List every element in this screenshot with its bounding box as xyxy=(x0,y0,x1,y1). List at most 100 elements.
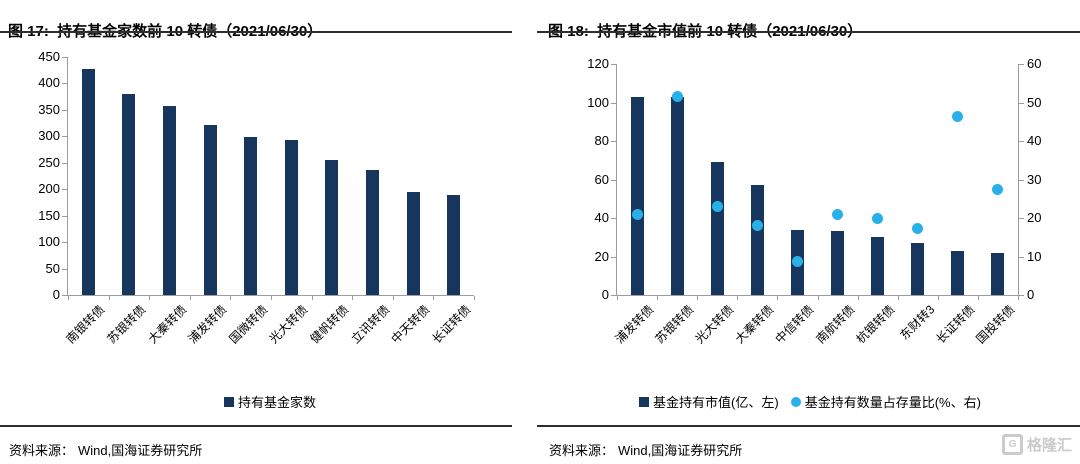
x-axis-label: 苏银转债 xyxy=(104,302,149,347)
y-axis-tick xyxy=(62,136,67,137)
figure-17-source-note: 资料来源： Wind,国海证券研究所 xyxy=(9,440,202,459)
secondary-y-axis-tick-label: 30 xyxy=(1027,172,1042,187)
x-axis-tick xyxy=(1018,296,1019,300)
y-axis-line xyxy=(616,64,617,296)
figure-17-title-rule xyxy=(0,31,512,33)
bar xyxy=(711,162,724,295)
gelonghui-watermark: G 格隆汇 xyxy=(1001,434,1072,455)
secondary-y-axis-tick xyxy=(1019,103,1024,104)
bar xyxy=(407,192,420,295)
x-axis-tick xyxy=(230,296,231,300)
x-axis-label: 南银转债 xyxy=(63,302,108,347)
x-axis-label: 健帆转债 xyxy=(307,302,352,347)
x-axis-tick xyxy=(271,296,272,300)
x-axis-tick xyxy=(109,296,110,300)
secondary-y-axis-tick xyxy=(1019,180,1024,181)
x-axis-label: 中信转债 xyxy=(772,302,817,347)
y-axis-tick-label: 400 xyxy=(38,75,60,90)
bar xyxy=(285,140,298,295)
figure-18-source-rule xyxy=(537,425,1080,427)
y-axis-tick-label: 300 xyxy=(38,128,60,143)
secondary-y-axis-tick-label: 40 xyxy=(1027,133,1042,148)
y-axis-tick-label: 0 xyxy=(601,287,609,302)
x-axis-label: 浦发转债 xyxy=(185,302,230,347)
scatter-dot xyxy=(632,209,643,220)
y-axis-tick xyxy=(62,83,67,84)
bar xyxy=(831,231,844,295)
figure-18-legend: 基金持有市值(亿、左) 基金持有数量占存量比(%、右) xyxy=(540,392,1080,411)
y-axis-tick-label: 80 xyxy=(594,133,609,148)
secondary-y-axis-tick xyxy=(1019,218,1024,219)
x-axis-label: 国微转债 xyxy=(226,302,271,347)
bar xyxy=(751,185,764,295)
scatter-dot xyxy=(912,223,923,234)
y-axis-tick xyxy=(62,216,67,217)
secondary-y-axis-tick-label: 60 xyxy=(1027,56,1042,71)
x-axis-tick xyxy=(190,296,191,300)
secondary-y-axis-tick xyxy=(1019,141,1024,142)
bar xyxy=(991,253,1004,295)
bar xyxy=(325,160,338,295)
y-axis-tick xyxy=(62,163,67,164)
x-axis-tick xyxy=(393,296,394,300)
x-axis-label: 大秦转债 xyxy=(732,302,777,347)
x-axis-line xyxy=(616,295,1019,296)
secondary-y-axis-tick xyxy=(1019,64,1024,65)
bar xyxy=(244,137,257,295)
legend-item-market-value: 基金持有市值(亿、左) xyxy=(639,392,779,411)
y-axis-tick xyxy=(62,189,67,190)
legend-label: 基金持有数量占存量比(%、右) xyxy=(804,395,981,410)
x-axis-tick xyxy=(149,296,150,300)
x-axis-tick xyxy=(68,296,69,300)
x-axis-tick xyxy=(697,296,698,300)
bar xyxy=(911,243,924,295)
bar-series-marker-icon xyxy=(223,396,234,407)
figure-17-panel: 图 17: 持有基金家数前 10 转债（2021/06/30） 0 50 100 15… xyxy=(0,23,512,459)
source-value: Wind,国海证券研究所 xyxy=(78,443,203,458)
secondary-y-axis-tick-label: 0 xyxy=(1027,287,1035,302)
y-axis-tick-label: 0 xyxy=(52,287,60,302)
y-axis-tick xyxy=(611,257,616,258)
bar-series-marker-icon xyxy=(639,396,650,407)
x-axis-tick xyxy=(474,296,475,300)
bar xyxy=(951,251,964,295)
figure-17-source-rule xyxy=(0,425,512,427)
x-axis-tick xyxy=(938,296,939,300)
x-axis-label: 光大转债 xyxy=(692,302,737,347)
secondary-y-axis-line xyxy=(1018,64,1019,296)
bar xyxy=(671,97,684,295)
secondary-y-axis-tick-label: 50 xyxy=(1027,95,1042,110)
x-axis-tick xyxy=(657,296,658,300)
x-axis-tick xyxy=(978,296,979,300)
figure-18-title-rule xyxy=(537,31,1080,33)
scatter-dot xyxy=(712,201,723,212)
y-axis-tick-label: 20 xyxy=(594,249,609,264)
bar xyxy=(82,69,95,295)
bar xyxy=(631,97,644,295)
secondary-y-axis-tick xyxy=(1019,257,1024,258)
bar xyxy=(366,170,379,295)
x-axis-label: 长证转债 xyxy=(933,302,978,347)
x-axis-label: 浦发转债 xyxy=(612,302,657,347)
figure-18-panel: 图 18: 持有基金市值前 10 转债（2021/06/30） 0 20 40 60 8… xyxy=(537,0,1080,464)
x-axis-tick xyxy=(352,296,353,300)
x-axis-label: 光大转债 xyxy=(266,302,311,347)
x-axis-tick xyxy=(818,296,819,300)
source-value: Wind,国海证券研究所 xyxy=(618,443,743,458)
bar xyxy=(447,195,460,295)
figure-18-source-note: 资料来源： Wind,国海证券研究所 xyxy=(549,440,742,459)
secondary-y-axis-tick-label: 10 xyxy=(1027,249,1042,264)
y-axis-tick xyxy=(62,110,67,111)
y-axis-tick xyxy=(611,295,616,296)
x-axis-label: 苏银转债 xyxy=(652,302,697,347)
x-axis-tick xyxy=(312,296,313,300)
scatter-dot xyxy=(832,209,843,220)
gelonghui-logo-text: 格隆汇 xyxy=(1026,437,1072,454)
legend-label: 持有基金家数 xyxy=(237,395,316,410)
x-axis-line xyxy=(67,295,474,296)
y-axis-tick-label: 40 xyxy=(594,210,609,225)
y-axis-tick-label: 350 xyxy=(38,102,60,117)
figure-17-chart: 0 50 100 150 200 250 300 350 400 450 南银转债 苏银转债 大秦转债浦… xyxy=(38,49,475,347)
legend-label: 基金持有市值(亿、左) xyxy=(653,395,779,410)
